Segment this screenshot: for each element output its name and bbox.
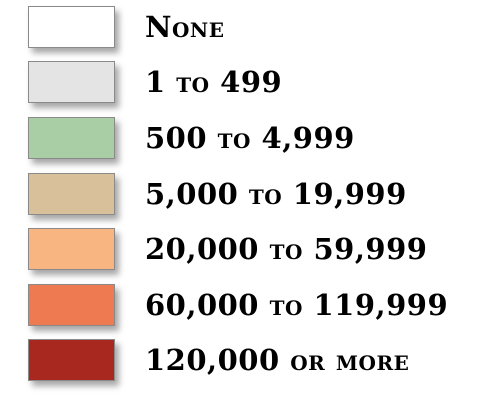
legend-item-none: None [28, 6, 478, 50]
legend-label-60000-to-119999: 60,000 to 119,999 [145, 288, 449, 322]
swatch-120000-or-more [28, 339, 115, 381]
legend-item-60000-to-119999: 60,000 to 119,999 [28, 284, 478, 328]
legend-label-20000-to-59999: 20,000 to 59,999 [145, 232, 428, 266]
swatch-60000-to-119999 [28, 284, 115, 326]
swatch-5000-to-19999 [28, 173, 115, 215]
legend-item-500-to-4999: 500 to 4,999 [28, 117, 478, 161]
legend-label-120000-or-more: 120,000 or more [145, 343, 410, 377]
swatch-none [28, 6, 115, 48]
legend-item-5000-to-19999: 5,000 to 19,999 [28, 173, 478, 217]
legend-item-1-to-499: 1 to 499 [28, 61, 478, 105]
legend-label-1-to-499: 1 to 499 [145, 65, 283, 99]
swatch-20000-to-59999 [28, 228, 115, 270]
swatch-500-to-4999 [28, 117, 115, 159]
legend-label-500-to-4999: 500 to 4,999 [145, 121, 355, 155]
legend-item-120000-or-more: 120,000 or more [28, 339, 478, 383]
legend-label-none: None [145, 10, 225, 44]
legend-label-5000-to-19999: 5,000 to 19,999 [145, 177, 407, 211]
legend-item-20000-to-59999: 20,000 to 59,999 [28, 228, 478, 272]
swatch-1-to-499 [28, 61, 115, 103]
